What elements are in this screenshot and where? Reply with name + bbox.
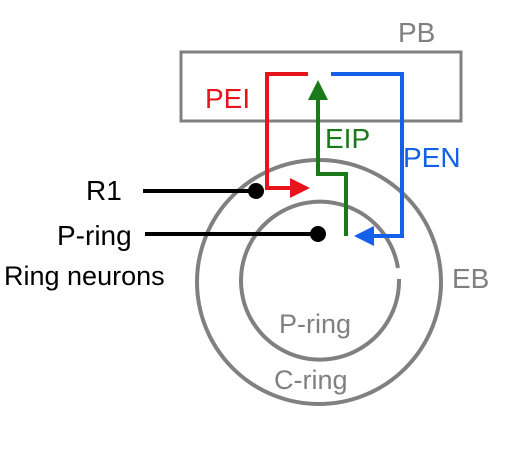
eip-label: EIP xyxy=(325,123,370,154)
pei-neuron-path xyxy=(265,72,310,198)
c-ring-label: C-ring xyxy=(274,365,348,395)
p-ring-inner-label: P-ring xyxy=(279,309,351,339)
pen-neuron-path xyxy=(331,72,404,246)
eb-label: EB xyxy=(452,263,489,294)
r1-label: R1 xyxy=(86,175,122,206)
p-ring-soma-dot xyxy=(310,226,326,242)
pb-box xyxy=(179,50,463,123)
r1-soma-dot xyxy=(248,183,264,199)
ring-neurons-label: Ring neurons xyxy=(4,261,165,291)
pb-label: PB xyxy=(398,17,435,48)
p-ring-label: P-ring xyxy=(57,220,132,251)
pen-label: PEN xyxy=(403,142,461,173)
pei-label: PEI xyxy=(205,83,250,114)
eb-inner-ring xyxy=(239,199,402,362)
eip-neuron-path xyxy=(308,80,348,236)
